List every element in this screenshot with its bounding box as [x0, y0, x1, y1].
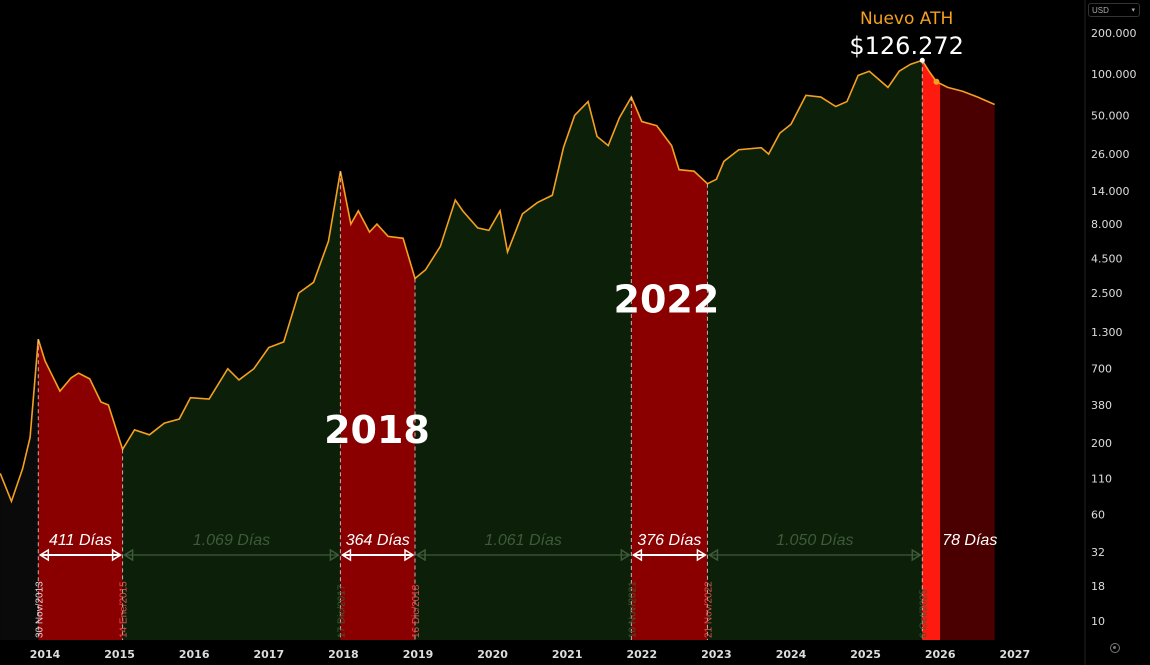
duration-arrow-right-head — [329, 548, 340, 562]
duration-label: 411 Días — [49, 532, 112, 549]
x-tick-label: 2023 — [701, 648, 732, 661]
y-tick-label: 200.000 — [1091, 27, 1137, 40]
y-tick-label: 60 — [1091, 509, 1105, 522]
x-tick-label: 2022 — [626, 648, 657, 661]
date-marker-label: 10 Nov/2021 — [627, 581, 638, 638]
duration-arrow-left-head — [38, 548, 50, 562]
y-tick-label: 2.500 — [1091, 287, 1123, 300]
duration-arrow-right-head — [911, 548, 922, 562]
y-tick-label: 380 — [1091, 399, 1112, 412]
date-marker-label: 16 Dic/2018 — [411, 584, 422, 638]
band-bull-5 — [707, 60, 923, 640]
x-tick-label: 2027 — [999, 648, 1030, 661]
x-tick-label: 2021 — [552, 648, 583, 661]
duration-arrow-left-head — [708, 548, 719, 562]
annotation-big: 2022 — [614, 278, 720, 322]
x-tick-label: 2014 — [30, 648, 61, 661]
y-tick-label: 18 — [1091, 580, 1105, 593]
y-tick-label: 8.000 — [1091, 218, 1123, 231]
band-bear-2 — [340, 171, 416, 640]
duration-arrow-left-head — [631, 548, 643, 562]
y-tick-label: 50.000 — [1091, 109, 1130, 122]
y-tick-label: 26.000 — [1091, 148, 1130, 161]
x-tick-label: 2018 — [328, 648, 359, 661]
y-tick-label: 100.000 — [1091, 68, 1137, 81]
current-price-point — [933, 78, 940, 85]
y-tick-label: 200 — [1091, 437, 1112, 450]
settings-icon[interactable] — [1110, 643, 1120, 653]
duration-label: 1.061 Días — [484, 532, 561, 549]
chevron-down-icon: ▾ — [1131, 7, 1135, 14]
x-tick-label: 2020 — [477, 648, 508, 661]
duration-arrow-left-head — [123, 548, 134, 562]
annotation-ath-value: $126.272 — [849, 32, 964, 60]
x-tick-label: 2016 — [179, 648, 210, 661]
currency-label: USD — [1092, 6, 1109, 15]
date-marker-label: 14 Ene/2015 — [119, 581, 130, 638]
duration-label: 364 Días — [346, 532, 410, 549]
duration-label: 376 Días — [637, 532, 701, 549]
price-line — [0, 59, 995, 504]
duration-arrow-right-head — [404, 548, 415, 562]
duration-arrow-right-head — [620, 548, 631, 562]
x-tick-label: 2019 — [403, 648, 434, 661]
band-bear-4 — [631, 97, 708, 641]
band-pre — [0, 339, 39, 640]
duration-arrow-left-head — [341, 548, 352, 562]
currency-selector[interactable]: USD ▾ — [1088, 3, 1140, 17]
x-tick-label: 2024 — [776, 648, 807, 661]
date-marker-label: 21 Nov/2022 — [703, 581, 714, 638]
duration-label: 1.069 Días — [193, 532, 270, 549]
x-tick-label: 2017 — [253, 648, 284, 661]
band-bear-7 — [940, 83, 995, 640]
y-tick-label: 4.500 — [1091, 252, 1123, 265]
y-axis-panel — [1085, 0, 1150, 665]
band-current-6 — [922, 60, 941, 640]
duration-label: 1.050 Días — [776, 532, 853, 549]
date-marker-label: 6 Oct/2025 — [918, 589, 929, 638]
annotation-ath-title: Nuevo ATH — [860, 9, 953, 29]
duration-label: 78 Días — [942, 532, 997, 549]
y-tick-label: 700 — [1091, 363, 1112, 376]
date-marker-label: 17 Dic/2017 — [336, 584, 347, 638]
duration-arrow-right-head — [696, 548, 707, 562]
x-tick-label: 2025 — [850, 648, 881, 661]
date-marker-label: 30 Nov/2013 — [34, 581, 45, 638]
x-tick-label: 2026 — [925, 648, 956, 661]
band-bull-1 — [122, 171, 341, 640]
x-tick-label: 2015 — [104, 648, 135, 661]
duration-arrow-right-head — [111, 548, 122, 562]
y-tick-label: 32 — [1091, 546, 1105, 559]
band-bear-0 — [38, 339, 123, 640]
y-tick-label: 110 — [1091, 473, 1112, 486]
duration-arrow-left-head — [415, 548, 426, 562]
annotation-big: 2018 — [324, 408, 430, 452]
y-tick-label: 14.000 — [1091, 185, 1130, 198]
band-bull-3 — [415, 97, 632, 641]
y-tick-label: 1.300 — [1091, 326, 1123, 339]
y-tick-label: 10 — [1091, 615, 1105, 628]
